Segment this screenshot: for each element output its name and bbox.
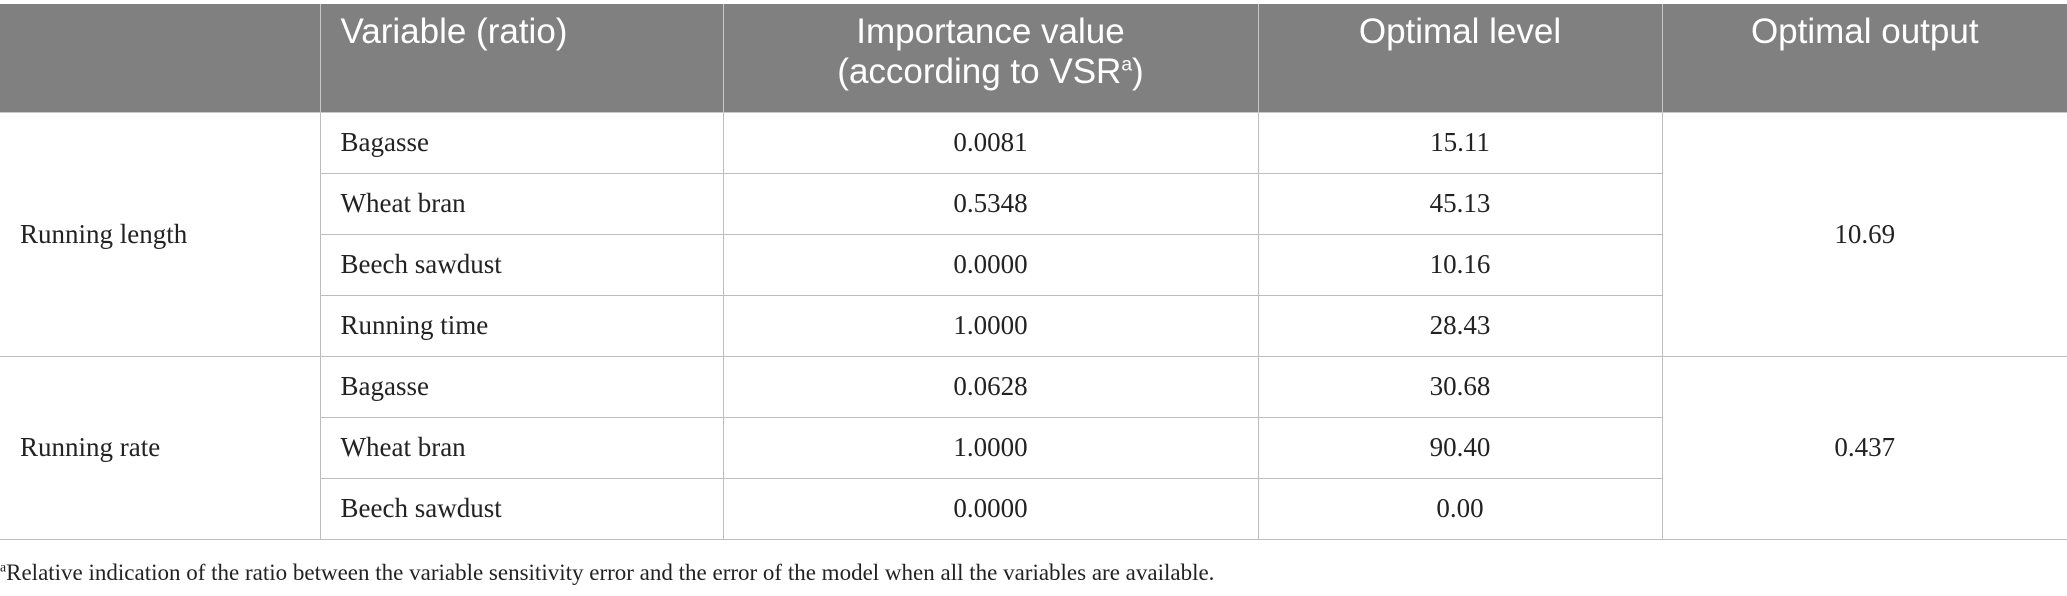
header-importance-line1: Importance value	[856, 12, 1125, 51]
footnote-text: Relative indication of the ratio between…	[6, 560, 1215, 585]
optimal-level-cell: 0.00	[1257, 477, 1662, 540]
header-importance-line2: (according to VSR	[837, 52, 1122, 91]
importance-cell: 0.0081	[722, 111, 1259, 174]
importance-cell: 0.0000	[722, 477, 1259, 540]
variable-cell: Bagasse	[319, 355, 724, 418]
optimal-level-cell: 90.40	[1257, 416, 1662, 479]
optimal-level-cell: 28.43	[1257, 294, 1662, 357]
header-optimal-level: Optimal level	[1257, 4, 1663, 113]
table-row: Running length Bagasse 0.0081 15.11 10.6…	[0, 111, 2067, 357]
optimal-output-cell: 0.437	[1661, 355, 2067, 540]
group-label: Running rate	[0, 355, 321, 540]
header-variable: Variable (ratio)	[319, 4, 724, 113]
optimal-level-cell: 30.68	[1257, 355, 1663, 418]
optimal-level-cell: 10.16	[1257, 233, 1662, 296]
importance-cell: 0.0000	[722, 233, 1259, 296]
table-footnote: aRelative indication of the ratio betwee…	[0, 560, 1214, 586]
importance-cell: 1.0000	[722, 416, 1259, 479]
table-row: Wheat bran 1.0000 90.40	[0, 416, 2067, 479]
optimal-level-cell: 45.13	[1257, 172, 1662, 235]
table-row: Beech sawdust 0.0000 10.16	[0, 233, 2067, 296]
importance-cell: 1.0000	[722, 294, 1259, 357]
variable-cell: Beech sawdust	[320, 477, 724, 540]
header-row: Variable (ratio) Importance value (accor…	[0, 4, 2067, 113]
table-row: Wheat bran 0.5348 45.13	[0, 172, 2067, 235]
table-row: Beech sawdust 0.0000 0.00	[0, 477, 2067, 540]
variable-cell: Bagasse	[319, 111, 724, 174]
variable-cell: Wheat bran	[320, 172, 724, 235]
header-importance-footnote-marker: a	[1121, 54, 1133, 76]
header-importance-close: )	[1132, 52, 1144, 91]
variable-cell: Running time	[320, 294, 724, 357]
header-optimal-output: Optimal output	[1661, 4, 2067, 113]
table-row: Running rate Bagasse 0.0628 30.68 0.437	[0, 355, 2067, 540]
variable-cell: Wheat bran	[320, 416, 724, 479]
header-group	[0, 4, 321, 113]
group-label: Running length	[0, 111, 321, 357]
importance-cell: 0.5348	[722, 172, 1259, 235]
importance-cell: 0.0628	[722, 355, 1259, 418]
header-importance: Importance value (according to VSRa)	[722, 4, 1259, 113]
variable-cell: Beech sawdust	[320, 233, 724, 296]
footnote-marker: a	[0, 559, 7, 575]
results-table: Variable (ratio) Importance value (accor…	[0, 4, 2067, 540]
optimal-output-cell: 10.69	[1661, 111, 2067, 357]
optimal-level-cell: 15.11	[1257, 111, 1663, 174]
